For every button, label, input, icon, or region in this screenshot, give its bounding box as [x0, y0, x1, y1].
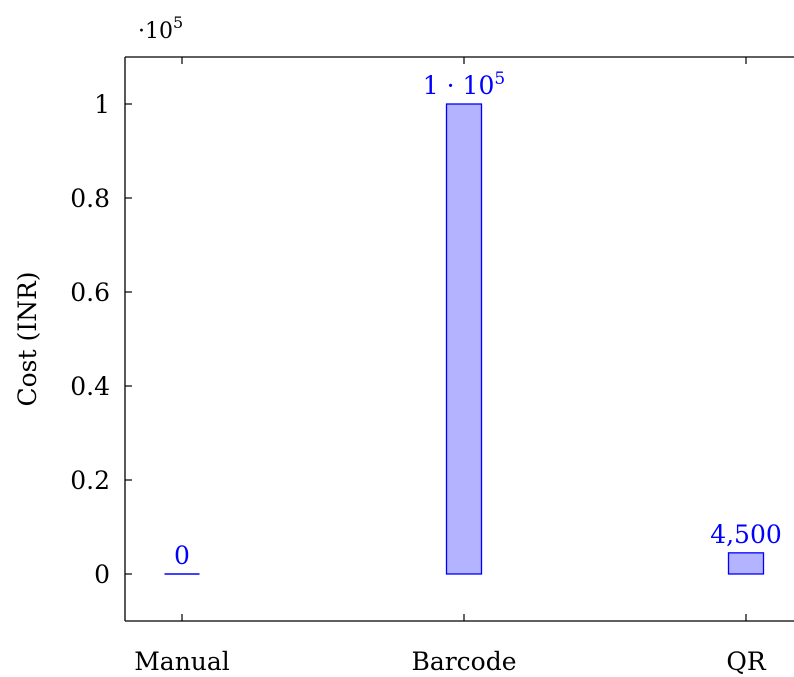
- y-tick-label: 0: [94, 560, 110, 589]
- bar-data-label: 1 · 105: [423, 69, 505, 100]
- y-tick-label: 0.6: [70, 278, 110, 307]
- y-tick-label: 0.4: [70, 372, 110, 401]
- x-tick-label: QR: [726, 647, 766, 676]
- y-tick-label: 1: [94, 90, 110, 119]
- y-tick-label: 0.2: [70, 466, 110, 495]
- bar: [445, 103, 483, 575]
- data-label-text: 4,500: [710, 520, 782, 549]
- bar-data-label: 4,500: [710, 520, 782, 549]
- bar-data-label: 0: [174, 541, 190, 570]
- data-label-superscript: 5: [494, 69, 505, 89]
- y-scale-factor: ·105: [138, 13, 183, 44]
- y-tick-label: 0.8: [70, 184, 110, 213]
- data-label-text: 0: [174, 541, 190, 570]
- y-scale-exponent: 5: [173, 13, 183, 32]
- bar: [727, 552, 765, 575]
- x-tick-label: Manual: [134, 647, 230, 676]
- x-tick-label: Barcode: [411, 647, 516, 676]
- data-label-text: 1 · 10: [423, 71, 495, 100]
- y-scale-base: ·10: [138, 19, 173, 44]
- y-axis-title: Cost (INR): [13, 271, 42, 406]
